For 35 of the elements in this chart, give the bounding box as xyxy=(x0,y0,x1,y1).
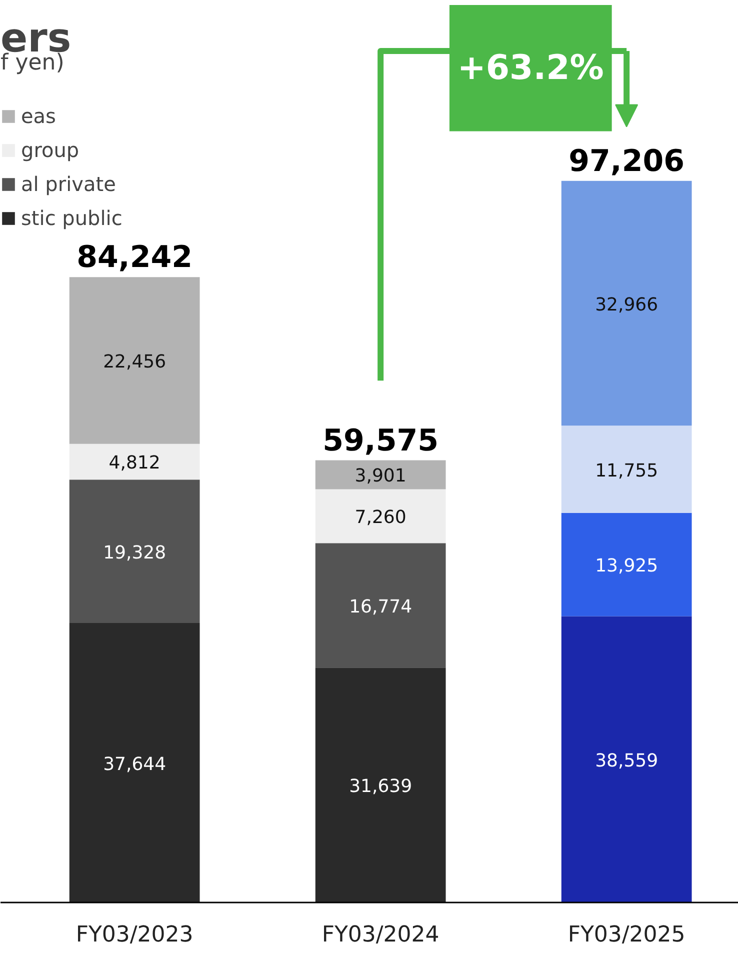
total-label: 59,575 xyxy=(322,423,438,458)
bar xyxy=(69,623,200,902)
bar xyxy=(315,489,446,544)
bar xyxy=(561,616,692,902)
bar xyxy=(69,277,200,444)
bar xyxy=(315,460,446,490)
data-label: 19,328 xyxy=(103,542,166,564)
text: +63.2% xyxy=(457,48,604,88)
bar xyxy=(315,543,446,668)
total-label: 97,206 xyxy=(568,144,684,179)
data-label: 37,644 xyxy=(103,754,166,775)
legend-label: al private xyxy=(21,172,116,196)
bar xyxy=(561,512,692,616)
x-tick-label: FY03/2023 xyxy=(76,922,194,948)
data-label: 3,901 xyxy=(354,466,406,487)
x-tick-label: FY03/2025 xyxy=(568,922,686,948)
data-label: 31,639 xyxy=(349,776,412,798)
data-label: 32,966 xyxy=(595,294,658,316)
data-label: 38,559 xyxy=(595,750,658,772)
legend-label: stic public xyxy=(21,206,122,230)
data-label: 16,774 xyxy=(349,596,412,618)
data-label: 13,925 xyxy=(595,556,658,577)
legend-label: eas xyxy=(21,104,56,128)
x-tick-label: FY03/2024 xyxy=(322,922,440,948)
bar xyxy=(69,444,200,480)
data-label: 7,260 xyxy=(354,507,406,528)
data-label: 11,755 xyxy=(595,460,658,482)
bar xyxy=(561,426,692,513)
bar xyxy=(69,480,200,624)
bar xyxy=(315,668,446,902)
data-label: 4,812 xyxy=(108,452,160,474)
total-label: 84,242 xyxy=(76,240,192,276)
chart-subtitle: f yen) xyxy=(0,50,64,76)
legend-label: group xyxy=(21,138,80,162)
data-label: 22,456 xyxy=(103,351,166,372)
